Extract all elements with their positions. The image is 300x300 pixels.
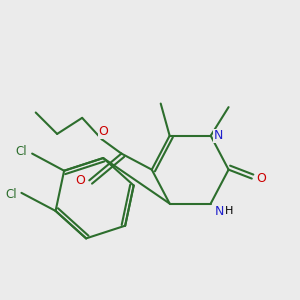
Text: O: O <box>75 174 85 187</box>
Text: Cl: Cl <box>5 188 16 201</box>
Text: N: N <box>214 129 223 142</box>
Text: O: O <box>99 125 109 138</box>
Text: N: N <box>215 205 224 218</box>
Text: Cl: Cl <box>16 145 27 158</box>
Text: H: H <box>225 206 233 216</box>
Text: O: O <box>256 172 266 185</box>
